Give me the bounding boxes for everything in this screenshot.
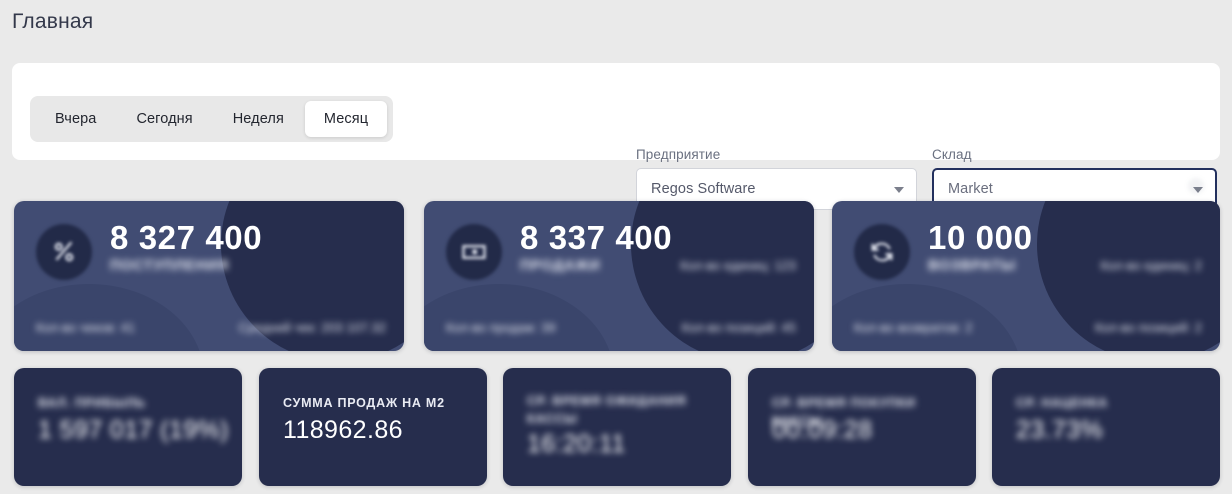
kpi-sub-bottom-left: Кол-во продаж: 39 <box>446 321 556 335</box>
decor-circle <box>832 284 1022 351</box>
metric-card-gross-profit[interactable]: ВАЛ. ПРИБЫЛЬ 1 597 017 (19%) <box>14 368 242 486</box>
kpi-sub-bottom-left: Кол-во чеков: 41 <box>36 321 136 335</box>
chevron-down-icon <box>1193 187 1203 193</box>
warehouse-label: Склад <box>932 147 972 162</box>
metric-card-sales-per-m2[interactable]: СУММА ПРОДАЖ НА М2 118962.86 <box>259 368 487 486</box>
kpi-label: ПРОДАЖИ <box>520 258 601 274</box>
kpi-value: 10 000 <box>928 219 1033 256</box>
tab-today[interactable]: Сегодня <box>117 101 211 137</box>
kpi-sub-bottom-right: Кол-во позиций: 45 <box>681 321 796 335</box>
metric-value: 1 597 017 (19%) <box>38 416 229 444</box>
decor-circle <box>14 284 204 351</box>
decor-circle <box>424 284 614 351</box>
metric-card-avg-markup[interactable]: СР. НАЦЕНКА 23.73% <box>992 368 1220 486</box>
metric-label: ВАЛ. ПРИБЫЛЬ <box>38 396 146 410</box>
metric-value: 16:20:11 <box>527 430 626 458</box>
chevron-down-icon <box>894 187 904 193</box>
refresh-return-icon <box>854 224 910 280</box>
filter-panel: Вчера Сегодня Неделя Месяц Предприятие R… <box>12 63 1220 210</box>
kpi-card-sales[interactable]: 8 337 400 ПРОДАЖИ Кол-во единиц: 123 Кол… <box>424 201 814 351</box>
metric-label: СР. ВРЕМЯ ПОКУПКИ КАССЫ <box>772 396 916 429</box>
enterprise-selected-value: Regos Software <box>651 181 756 197</box>
background-artifact <box>1188 178 1204 194</box>
kpi-sub-bottom-right: Средний чек: 203 107.32 <box>238 321 386 335</box>
kpi-sub-top-right: Кол-во единиц: 123 <box>680 259 796 273</box>
kpi-label: ВОЗВРАТЫ <box>928 258 1016 274</box>
kpi-label: ПОСТУПЛЕНИЯ <box>110 258 229 274</box>
kpi-card-receipts[interactable]: 8 327 400 ПОСТУПЛЕНИЯ Кол-во чеков: 41 С… <box>14 201 404 351</box>
tab-week[interactable]: Неделя <box>214 101 303 137</box>
kpi-sub-bottom-left: Кол-во возвратов: 2 <box>854 321 973 335</box>
metric-value: 23.73% <box>1016 416 1104 444</box>
metric-label: СР. НАЦЕНКА <box>1016 396 1108 410</box>
metric-card-avg-wait-time[interactable]: СР. ВРЕМЯ ОЖИДАНИЯ КАССЫ 16:20:11 <box>503 368 731 486</box>
metric-label: СУММА ПРОДАЖ НА М2 <box>283 396 445 410</box>
percent-icon <box>36 224 92 280</box>
enterprise-label: Предприятие <box>636 147 721 162</box>
kpi-value: 8 327 400 <box>110 219 263 256</box>
banknote-icon <box>446 224 502 280</box>
metric-label: СР. ВРЕМЯ ОЖИДАНИЯ КАССЫ <box>527 394 687 427</box>
tab-month[interactable]: Месяц <box>304 101 388 137</box>
kpi-card-returns[interactable]: 10 000 ВОЗВРАТЫ Кол-во единиц: 2 Кол-во … <box>832 201 1220 351</box>
kpi-sub-top-right: Кол-во единиц: 2 <box>1100 259 1202 273</box>
kpi-sub-bottom-right: Кол-во позиций: 2 <box>1094 321 1202 335</box>
warehouse-selected-value: Market <box>948 181 993 197</box>
page-title: Главная <box>12 10 94 33</box>
metric-value: 00:09:28 <box>772 416 873 444</box>
kpi-value: 8 337 400 <box>520 219 673 256</box>
tab-yesterday[interactable]: Вчера <box>36 101 115 137</box>
period-tab-group: Вчера Сегодня Неделя Месяц <box>30 96 394 142</box>
metric-card-avg-purchase-time[interactable]: СР. ВРЕМЯ ПОКУПКИ КАССЫ 00:09:28 <box>748 368 976 486</box>
metric-value: 118962.86 <box>283 416 403 444</box>
